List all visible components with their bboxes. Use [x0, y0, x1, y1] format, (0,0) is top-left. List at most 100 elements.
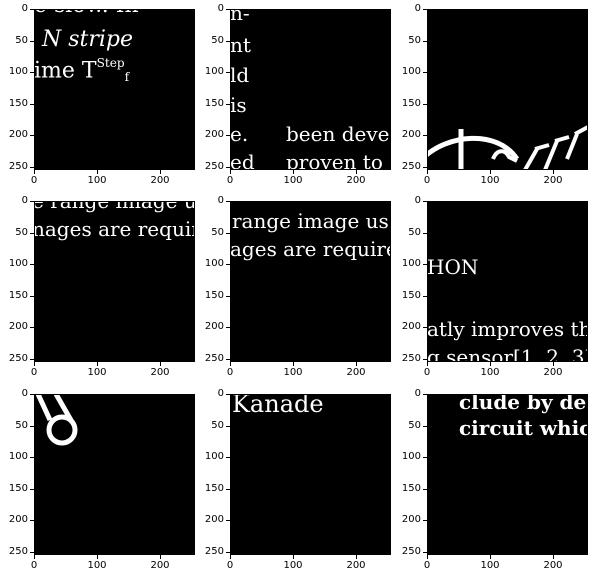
panel-8-ytick-label: 50: [211, 420, 224, 431]
panel-6-xtick: [427, 362, 428, 366]
panel-1-ytick-label: 50: [15, 35, 28, 46]
panel-2-ytick-label: 0: [217, 3, 224, 14]
panel-5-ytick-label: 200: [204, 321, 224, 332]
panel-6-ytick-label: 0: [414, 195, 421, 206]
panel-6-ytick-label: 100: [401, 258, 421, 269]
panel-5-xtick: [293, 362, 294, 366]
panel-5-ytick: [226, 359, 230, 360]
panel-6-ytick: [423, 296, 427, 297]
panel-7-xtick-label: 0: [30, 560, 38, 571]
panel-9-ytick: [423, 520, 427, 521]
panel-3-ytick: [423, 41, 427, 42]
panel-6-frame: [427, 201, 588, 362]
panel-6-ytick: [423, 233, 427, 234]
panel-8-ytick: [226, 489, 230, 490]
panel-1-ytick: [30, 41, 34, 42]
panel-4-ytick: [30, 327, 34, 328]
panel-2-ytick-label: 100: [204, 66, 224, 77]
panel-2-text-5: e.: [230, 122, 249, 146]
panel-3: [427, 9, 588, 170]
panel-9-text-2: circuit which: [459, 416, 588, 440]
panel-7-ytick: [30, 489, 34, 490]
panel-5-frame: [230, 201, 391, 362]
panel-9-ytick-label: 200: [401, 514, 421, 525]
panel-7-xtick: [160, 555, 161, 559]
panel-7-ytick: [30, 426, 34, 427]
panel-3-xtick: [490, 170, 491, 174]
panel-3-ytick: [423, 72, 427, 73]
panel-7-ytick: [30, 394, 34, 395]
panel-4-ytick: [30, 264, 34, 265]
panel-4-ytick: [30, 233, 34, 234]
panel-7-xtick: [34, 555, 35, 559]
panel-1-ytick-label: 200: [8, 129, 28, 140]
panel-1-ytick-label: 100: [8, 66, 28, 77]
panel-4-text-2: nages are requir: [34, 217, 195, 241]
panel-1-symbol-n: N stripe: [42, 27, 134, 52]
panel-6-xtick-label: 200: [543, 367, 563, 378]
panel-8-xtick-label: 100: [283, 560, 303, 571]
panel-7-ytick-label: 200: [8, 514, 28, 525]
panel-5: range image us ages are require: [230, 201, 391, 362]
panel-9-xtick: [553, 555, 554, 559]
panel-5-ytick: [226, 201, 230, 202]
panel-7-ytick-label: 250: [8, 546, 28, 557]
panel-2-text-1: n-: [230, 9, 250, 25]
panel-4-ytick: [30, 296, 34, 297]
panel-2-text-4: is: [230, 93, 247, 117]
panel-6-xtick-label: 100: [480, 367, 500, 378]
panel-5-ytick-label: 150: [204, 290, 224, 301]
panel-2-text-6: been deve: [286, 122, 390, 146]
panel-7-ytick-label: 0: [21, 388, 28, 399]
panel-6: HON atly improves th g sensor[1, 2, 3]: [427, 201, 588, 362]
panel-3-ytick-label: 0: [414, 3, 421, 14]
panel-2-ytick: [226, 167, 230, 168]
panel-1-xtick-label: 0: [30, 175, 38, 186]
panel-2-xtick-label: 200: [346, 175, 366, 186]
panel-4-ytick: [30, 359, 34, 360]
panel-5-ytick: [226, 233, 230, 234]
panel-1-frame: [34, 9, 195, 170]
panel-9-xtick-label: 0: [423, 560, 431, 571]
panel-7: [34, 394, 195, 555]
panel-8-ytick-label: 200: [204, 514, 224, 525]
panel-2-text-2: nt: [230, 33, 251, 57]
panel-1-xtick: [160, 170, 161, 174]
panel-5-text-1: range image us: [232, 209, 389, 233]
panel-3-ytick: [423, 104, 427, 105]
panel-8-text-1: Kanade: [232, 394, 324, 418]
panel-5-text-2: ages are require: [230, 237, 391, 261]
panel-8-ytick-label: 250: [204, 546, 224, 557]
panel-6-ytick: [423, 359, 427, 360]
panel-4: e range image u nages are requir: [34, 201, 195, 362]
panel-6-text-2: atly improves th: [427, 317, 588, 341]
panel-7-ytick-label: 150: [8, 483, 28, 494]
panel-8-frame: [230, 394, 391, 555]
panel-1-ytick-label: 150: [8, 98, 28, 109]
panel-9-ytick: [423, 457, 427, 458]
panel-9-xtick: [427, 555, 428, 559]
panel-4-frame: [34, 201, 195, 362]
panel-8-ytick: [226, 426, 230, 427]
panel-6-xtick: [490, 362, 491, 366]
panel-3-ytick-label: 150: [401, 98, 421, 109]
panel-7-xtick-label: 100: [87, 560, 107, 571]
panel-1-xtick-label: 200: [150, 175, 170, 186]
panel-1-ytick: [30, 104, 34, 105]
panel-3-ytick-label: 100: [401, 66, 421, 77]
panel-5-ytick-label: 250: [204, 353, 224, 364]
panel-8-xtick-label: 0: [226, 560, 234, 571]
panel-7-xtick: [97, 555, 98, 559]
panel-7-ytick-label: 50: [15, 420, 28, 431]
panel-8-xtick: [293, 555, 294, 559]
panel-2-xtick: [293, 170, 294, 174]
panel-2-ytick: [226, 9, 230, 10]
panel-3-frame: [427, 9, 588, 170]
panel-1-xtick-label: 100: [87, 175, 107, 186]
panel-8-ytick-label: 150: [204, 483, 224, 494]
panel-7-ytick: [30, 552, 34, 553]
panel-3-xtick: [553, 170, 554, 174]
panel-1-ytick: [30, 9, 34, 10]
panel-2-text-7: ed: [230, 150, 255, 170]
panel-3-ytick-label: 50: [408, 35, 421, 46]
